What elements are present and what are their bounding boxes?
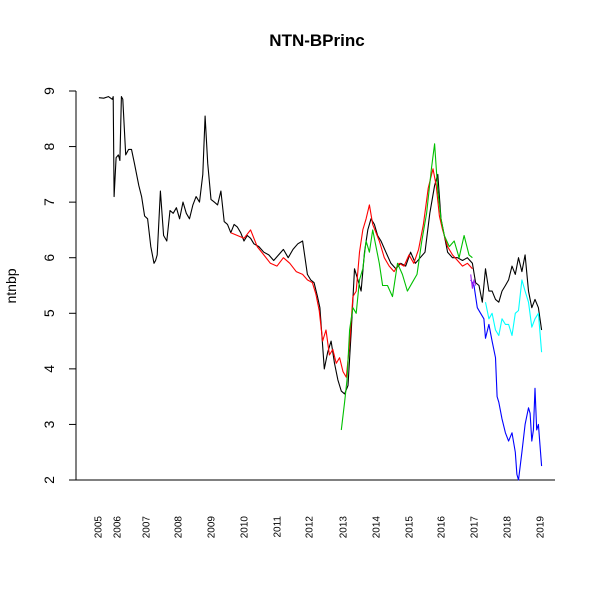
y-tick-label: 8 xyxy=(41,142,57,150)
y-tick-label: 2 xyxy=(41,476,57,484)
y-tick-label: 9 xyxy=(41,87,57,95)
y-tick-label: 6 xyxy=(41,254,57,262)
y-tick-label: 3 xyxy=(41,420,57,428)
chart-title: NTN-BPrinc xyxy=(269,31,364,50)
x-tick-label: 2009 xyxy=(207,516,218,539)
x-tick-label: 2005 xyxy=(94,516,105,539)
series-line-2 xyxy=(230,168,473,378)
x-tick-label: 2008 xyxy=(174,516,185,539)
x-tick-label: 2011 xyxy=(273,516,284,538)
series-group xyxy=(98,96,543,481)
x-tick-label: 2014 xyxy=(372,516,383,539)
x-tick-label: 2013 xyxy=(339,516,350,539)
x-axis: 2005 2006 2007 2008 2009 2010 2011 2012 2013 2014… xyxy=(76,479,555,539)
y-axis-label: ntnbp xyxy=(3,268,19,303)
x-tick-label: 2016 xyxy=(437,516,448,539)
series-line-1 xyxy=(98,96,543,395)
x-tick-label: 2007 xyxy=(142,516,153,539)
y-tick-label: 7 xyxy=(41,198,57,206)
x-tick-label: 2012 xyxy=(305,516,316,539)
series-line-5 xyxy=(484,279,543,353)
x-tick-label: 2010 xyxy=(240,516,251,539)
series-line-3 xyxy=(340,143,473,431)
x-tick-label: 2006 xyxy=(113,516,124,539)
x-tick-label: 2018 xyxy=(503,516,514,539)
x-tick-label: 2019 xyxy=(536,516,547,539)
y-axis: 2 3 4 5 6 7 8 9 xyxy=(41,87,77,484)
y-tick-label: 5 xyxy=(41,309,57,317)
series-line-4 xyxy=(470,279,543,481)
x-tick-label: 2015 xyxy=(405,516,416,539)
y-tick-label: 4 xyxy=(41,365,57,373)
x-tick-label: 2017 xyxy=(470,516,481,539)
series-line-6 xyxy=(470,274,477,289)
